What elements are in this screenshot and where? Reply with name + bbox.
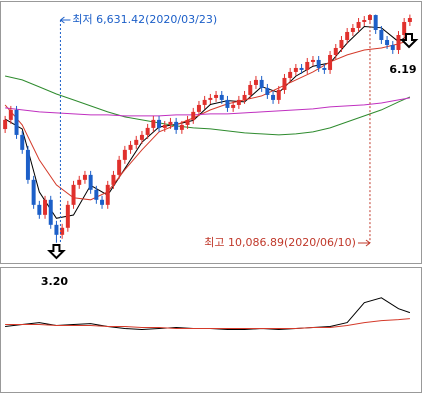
annotation-layer: 최저 6,631.42(2020/03/23) 최고 10,086.89(2020… bbox=[41, 13, 419, 288]
candle-body bbox=[333, 47, 338, 55]
candle-body bbox=[322, 67, 327, 70]
candle-body bbox=[139, 134, 144, 140]
marker-label: 3.20 bbox=[41, 275, 68, 288]
candle-body bbox=[54, 224, 59, 235]
candle-body bbox=[231, 104, 236, 108]
candle-body bbox=[117, 159, 122, 175]
candle-body bbox=[362, 19, 367, 22]
candle-body bbox=[88, 174, 93, 190]
candle-body bbox=[385, 39, 390, 46]
candle-body bbox=[77, 179, 82, 185]
candle-body bbox=[82, 174, 87, 180]
volume-panel bbox=[0, 267, 422, 393]
candle-body bbox=[174, 121, 179, 130]
candle-body bbox=[105, 184, 110, 205]
candle-body bbox=[134, 139, 139, 145]
candle-body bbox=[191, 111, 196, 120]
candle-body bbox=[111, 174, 116, 185]
candle-body bbox=[407, 18, 412, 22]
candle-body bbox=[145, 127, 150, 135]
volume-ma-line bbox=[5, 318, 410, 329]
candle-body bbox=[310, 59, 315, 62]
candle-body bbox=[356, 21, 361, 28]
candle-body bbox=[179, 124, 184, 130]
low-annotation: 최저 6,631.42(2020/03/23) bbox=[72, 13, 217, 26]
candle-body bbox=[248, 84, 253, 95]
candle-body bbox=[157, 119, 162, 128]
candle-body bbox=[3, 119, 8, 130]
candle-body bbox=[100, 199, 105, 205]
candle-body bbox=[253, 79, 258, 85]
candle-body bbox=[345, 31, 350, 40]
candle-body bbox=[350, 28, 355, 32]
candle-body bbox=[396, 35, 401, 50]
ma-line bbox=[5, 97, 410, 117]
candle-body bbox=[390, 45, 395, 50]
down-arrow-icon bbox=[399, 33, 419, 49]
candle-body bbox=[122, 149, 127, 160]
candle-body bbox=[242, 94, 247, 100]
candle-body bbox=[168, 121, 173, 125]
marker-label: 6.19 bbox=[389, 63, 416, 76]
candle-body bbox=[162, 124, 167, 128]
candle-body bbox=[25, 149, 30, 180]
high-arrow bbox=[357, 239, 371, 247]
candle-body bbox=[328, 54, 333, 70]
candle-body bbox=[373, 15, 378, 30]
candle-body bbox=[225, 99, 230, 108]
candle-body bbox=[208, 97, 213, 100]
candle-body bbox=[293, 67, 298, 72]
ma-line bbox=[4, 75, 411, 136]
candle-body bbox=[202, 99, 207, 105]
candle-body bbox=[14, 109, 19, 135]
candle-body bbox=[288, 71, 293, 78]
volume-layer bbox=[5, 297, 411, 331]
candle-body bbox=[339, 39, 344, 48]
candle-body bbox=[48, 199, 53, 225]
candle-body bbox=[402, 21, 407, 36]
candle-body bbox=[214, 94, 219, 98]
high-annotation: 최고 10,086.89(2020/06/10) bbox=[204, 236, 356, 249]
candle-body bbox=[37, 204, 42, 215]
candle-body bbox=[128, 144, 133, 150]
candle-body bbox=[265, 87, 270, 95]
candle-body bbox=[271, 94, 276, 100]
candle-body bbox=[219, 94, 224, 100]
price-panel bbox=[0, 1, 422, 264]
candle-body bbox=[379, 29, 384, 40]
candle-body bbox=[71, 184, 76, 205]
candle-layer bbox=[3, 14, 412, 243]
down-arrow-icon bbox=[47, 244, 66, 260]
candle-body bbox=[236, 99, 241, 105]
candle-body bbox=[65, 204, 70, 228]
candle-body bbox=[94, 189, 99, 200]
candle-body bbox=[282, 77, 287, 90]
candle-body bbox=[43, 199, 48, 215]
candle-body bbox=[259, 79, 264, 88]
candle-body bbox=[196, 104, 201, 112]
low-arrow bbox=[60, 16, 71, 24]
candle-body bbox=[305, 61, 310, 70]
ma-layer bbox=[4, 25, 411, 219]
candle-body bbox=[31, 179, 36, 205]
candle-body bbox=[367, 15, 372, 20]
candle-body bbox=[8, 109, 13, 120]
candle-body bbox=[20, 134, 25, 150]
candle-body bbox=[299, 67, 304, 70]
candle-body bbox=[151, 119, 156, 128]
candle-body bbox=[60, 227, 65, 235]
candle-body bbox=[185, 119, 190, 125]
candle-body bbox=[316, 59, 321, 68]
candle-body bbox=[276, 89, 281, 100]
